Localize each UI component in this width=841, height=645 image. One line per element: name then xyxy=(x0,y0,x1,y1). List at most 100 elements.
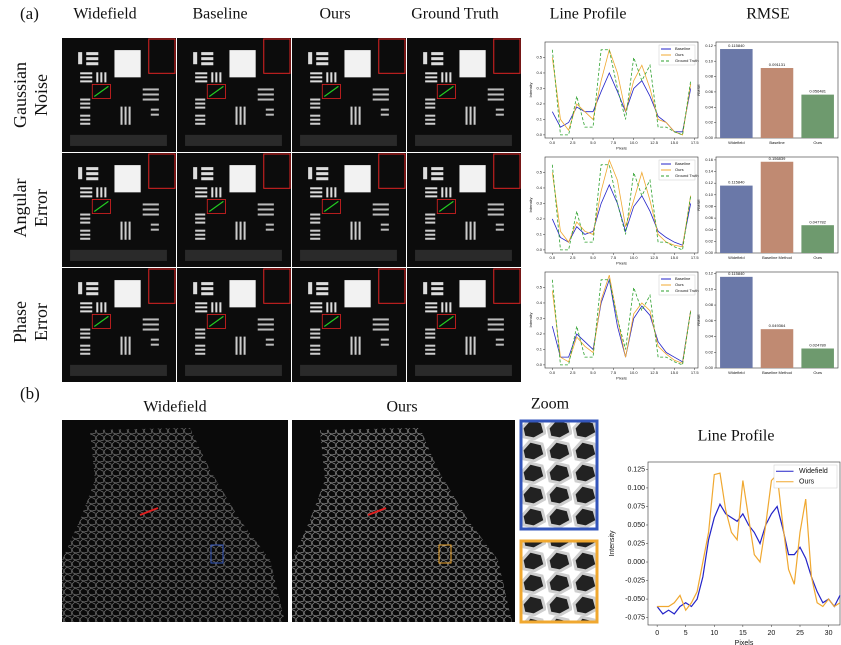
y-tick-label: 0.0 xyxy=(536,132,542,137)
y-tick-label: 0.100 xyxy=(627,485,645,492)
legend-label: Baseline xyxy=(675,46,691,51)
x-tick-label: Ours xyxy=(813,255,822,260)
y-tick-label: 0.12 xyxy=(705,271,714,276)
value-label: 0.024780 xyxy=(809,343,826,348)
y-tick-label: 0.04 xyxy=(705,334,714,339)
y-tick-label: 0.08 xyxy=(705,204,714,209)
x-axis-label: Pixels xyxy=(616,145,627,150)
y-tick-label: 0.06 xyxy=(705,318,714,323)
x-tick-label: 12.5 xyxy=(650,255,659,260)
y-tick-label: -0.075 xyxy=(625,614,645,621)
chart-title: Line Profile xyxy=(698,428,775,445)
y-tick-label: 0.3 xyxy=(536,86,542,91)
bar xyxy=(801,349,834,368)
column-header: Ours xyxy=(319,6,350,23)
page: (a) Widefield Baseline Ours Ground Truth… xyxy=(0,0,841,645)
y-tick-label: 0.10 xyxy=(705,192,714,197)
y-tick-label: 0.08 xyxy=(705,302,714,307)
bar xyxy=(761,162,794,253)
bar xyxy=(801,225,834,253)
column-header: Baseline xyxy=(192,6,247,23)
x-tick-label: Baseline Method xyxy=(762,255,792,260)
y-axis-label: Intensity xyxy=(609,530,616,557)
y-tick-label: 0.025 xyxy=(627,540,645,547)
usaf-grid xyxy=(62,38,521,382)
y-tick-label: 0.125 xyxy=(627,466,645,473)
column-header: Ours xyxy=(386,399,417,416)
x-tick-label: 5.0 xyxy=(590,140,596,145)
y-tick-label: 0.3 xyxy=(536,201,542,206)
value-label: 0.049364 xyxy=(769,323,786,328)
y-tick-label: 0.0 xyxy=(536,247,542,252)
y-tick-label: 0.12 xyxy=(705,180,714,185)
y-tick-label: 0.2 xyxy=(536,216,542,221)
bar xyxy=(801,95,834,138)
zoom-image xyxy=(521,421,597,529)
x-tick-label: 0.0 xyxy=(550,370,556,375)
x-tick-label: 10.0 xyxy=(630,370,639,375)
x-tick-label: 15.0 xyxy=(671,140,680,145)
row-label: Angular xyxy=(10,179,30,238)
x-tick-label: 2.5 xyxy=(570,370,576,375)
value-label: 0.047782 xyxy=(809,219,826,224)
y-tick-label: 0.5 xyxy=(536,285,542,290)
y-tick-label: 0.0 xyxy=(536,362,542,367)
legend-label: Ours xyxy=(675,167,684,172)
column-header: RMSE xyxy=(746,6,790,23)
image xyxy=(177,38,291,152)
zoom-image xyxy=(521,541,597,622)
y-tick-label: 0.02 xyxy=(705,349,714,354)
x-tick-label: 7.5 xyxy=(611,255,617,260)
x-axis-label: Pixels xyxy=(735,640,754,645)
image xyxy=(407,38,521,152)
x-tick-label: 15.0 xyxy=(671,255,680,260)
x-tick-label: 20 xyxy=(768,630,776,637)
y-tick-label: 0.06 xyxy=(705,215,714,220)
figure: (a) Widefield Baseline Ours Ground Truth… xyxy=(0,0,841,645)
microscopy-widefield xyxy=(62,420,288,622)
x-tick-label: Baseline Method xyxy=(762,370,792,375)
x-axis-label: Pixels xyxy=(616,260,627,265)
column-header: Widefield xyxy=(143,399,206,416)
image xyxy=(62,268,176,382)
x-tick-label: 2.5 xyxy=(570,255,576,260)
y-axis-label: RMSE xyxy=(696,84,701,96)
legend-label: Ours xyxy=(675,282,684,287)
y-tick-label: 0.1 xyxy=(536,346,542,351)
y-tick-label: 0.04 xyxy=(705,104,714,109)
row-label: Gaussian xyxy=(10,62,30,128)
bar xyxy=(720,186,753,253)
y-tick-label: 0.1 xyxy=(536,231,542,236)
x-tick-label: 7.5 xyxy=(611,370,617,375)
y-axis-label: Intensity xyxy=(528,313,533,328)
x-tick-label: 5 xyxy=(684,630,688,637)
x-tick-label: 15.0 xyxy=(671,370,680,375)
column-header: Line Profile xyxy=(550,6,627,23)
y-tick-label: 0.04 xyxy=(705,227,714,232)
value-label: 0.091131 xyxy=(769,62,786,67)
y-tick-label: 0.16 xyxy=(705,157,714,162)
image xyxy=(407,153,521,267)
legend-label: Ground Truth xyxy=(675,58,699,63)
x-tick-label: Widefield xyxy=(728,370,744,375)
legend-label: Baseline xyxy=(675,276,691,281)
column-header: Zoom xyxy=(531,396,570,413)
y-tick-label: 0.14 xyxy=(705,169,714,174)
x-tick-label: 0.0 xyxy=(550,140,556,145)
column-header: Widefield xyxy=(73,6,136,23)
value-label: 0.115840 xyxy=(728,271,745,276)
legend-label: Baseline xyxy=(675,161,691,166)
x-tick-label: 5.0 xyxy=(590,370,596,375)
x-tick-label: Ours xyxy=(813,370,822,375)
legend-label: Ours xyxy=(799,479,815,486)
y-tick-label: 0.2 xyxy=(536,331,542,336)
row-label: Error xyxy=(31,303,51,341)
y-axis-label: Intensity xyxy=(528,198,533,213)
value-label: 0.115840 xyxy=(728,43,745,48)
y-tick-label: 0.10 xyxy=(705,58,714,63)
y-tick-label: 0.075 xyxy=(627,503,645,510)
x-tick-label: 0.0 xyxy=(550,255,556,260)
y-tick-label: 0.02 xyxy=(705,238,714,243)
y-tick-label: 0.4 xyxy=(536,70,542,75)
x-tick-label: 7.5 xyxy=(611,140,617,145)
